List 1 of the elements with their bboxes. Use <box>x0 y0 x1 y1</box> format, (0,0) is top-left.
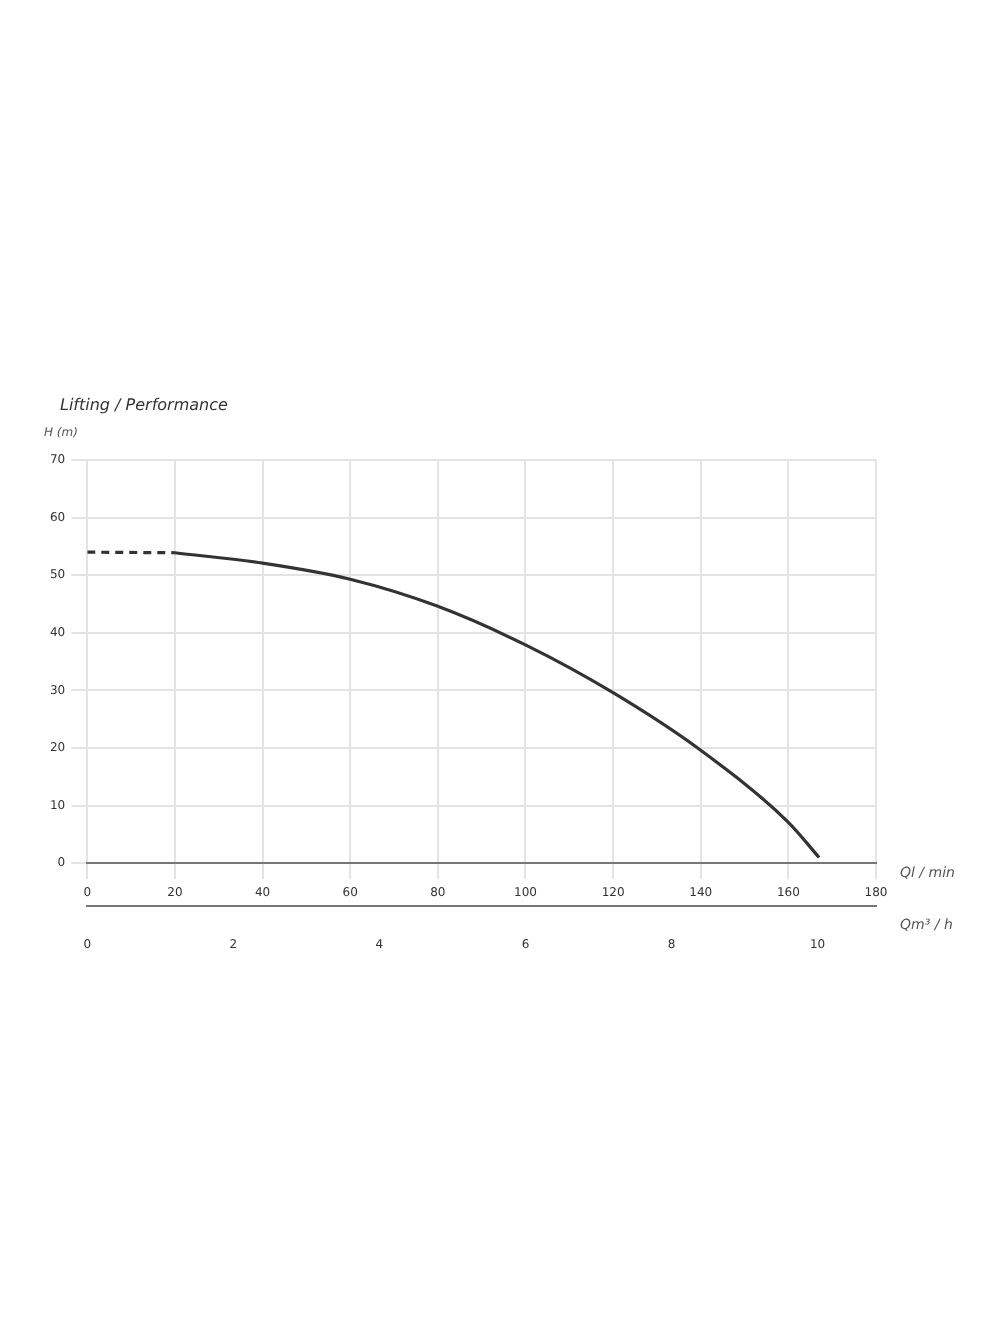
chart-title: Lifting / Performance <box>60 396 228 414</box>
